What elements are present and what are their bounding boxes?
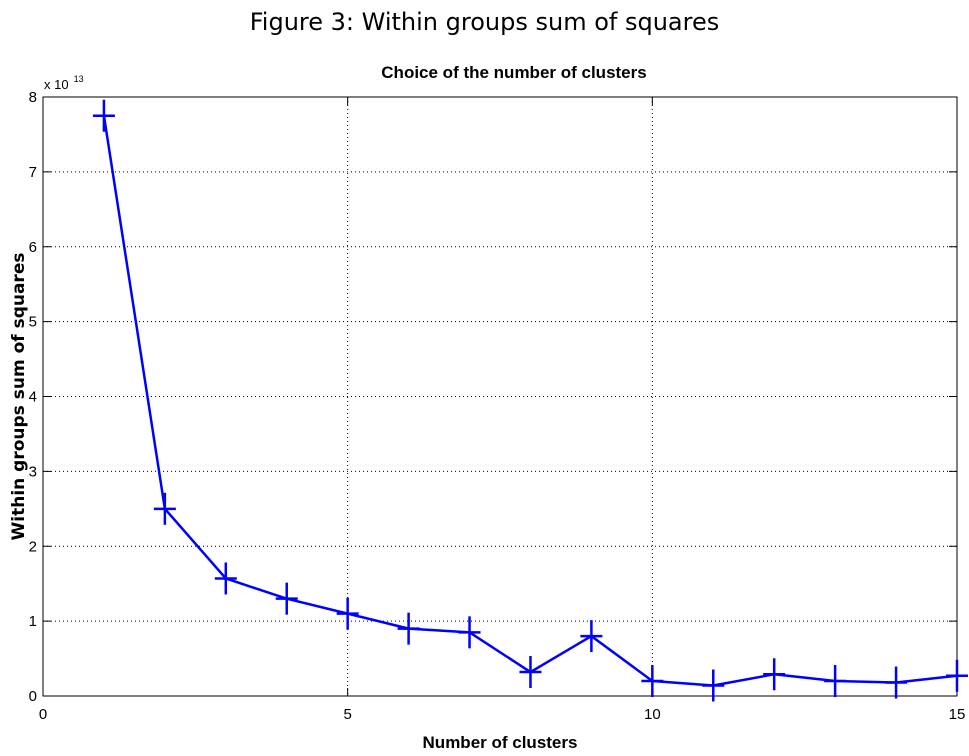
y-tick-label: 5 <box>29 314 37 331</box>
y-tick-label: 7 <box>29 164 37 181</box>
data-point-marker <box>946 659 968 692</box>
y-tick-label: 4 <box>29 389 37 406</box>
figure-caption: Figure 3: Within groups sum of squares <box>249 8 720 36</box>
series <box>92 99 968 702</box>
grid-lines <box>43 97 957 696</box>
x-tick-label: 5 <box>343 706 351 723</box>
data-point-marker <box>275 582 298 615</box>
data-point-marker <box>763 658 786 691</box>
y-axis-label: Within groups sum of squares <box>9 253 29 541</box>
y-tick-label: 6 <box>29 239 37 256</box>
axis-ticks: 0 5 10 15 0 1 2 3 4 5 6 7 8 <box>29 89 966 723</box>
data-point-marker <box>336 597 359 630</box>
data-point-marker <box>885 666 908 699</box>
y-tick-label: 2 <box>29 538 37 555</box>
x-axis-label: Number of clusters <box>423 733 578 752</box>
data-point-marker <box>397 612 420 645</box>
data-point-marker <box>458 616 481 649</box>
data-point-marker <box>92 99 115 132</box>
y-axis-exponent: x 10 13 <box>44 74 84 93</box>
series-line <box>102 115 958 687</box>
data-point-marker <box>702 669 725 702</box>
x-tick-label: 15 <box>949 706 966 723</box>
x-tick-label: 10 <box>644 706 661 723</box>
y-axis-exponent-power: 13 <box>74 74 84 84</box>
y-tick-label: 3 <box>29 463 37 480</box>
data-point-marker <box>153 492 176 525</box>
y-axis-exponent-base: x 10 <box>44 77 69 92</box>
chart-title: Choice of the number of clusters <box>381 63 646 82</box>
data-point-marker <box>641 665 664 698</box>
y-tick-label: 0 <box>29 688 37 705</box>
y-tick-label: 1 <box>29 613 37 630</box>
data-point-marker <box>580 620 603 653</box>
x-tick-label: 0 <box>39 706 47 723</box>
data-point-marker <box>519 656 542 689</box>
data-point-marker <box>214 562 237 595</box>
data-point-marker <box>824 665 847 698</box>
y-tick-label: 8 <box>29 89 37 106</box>
